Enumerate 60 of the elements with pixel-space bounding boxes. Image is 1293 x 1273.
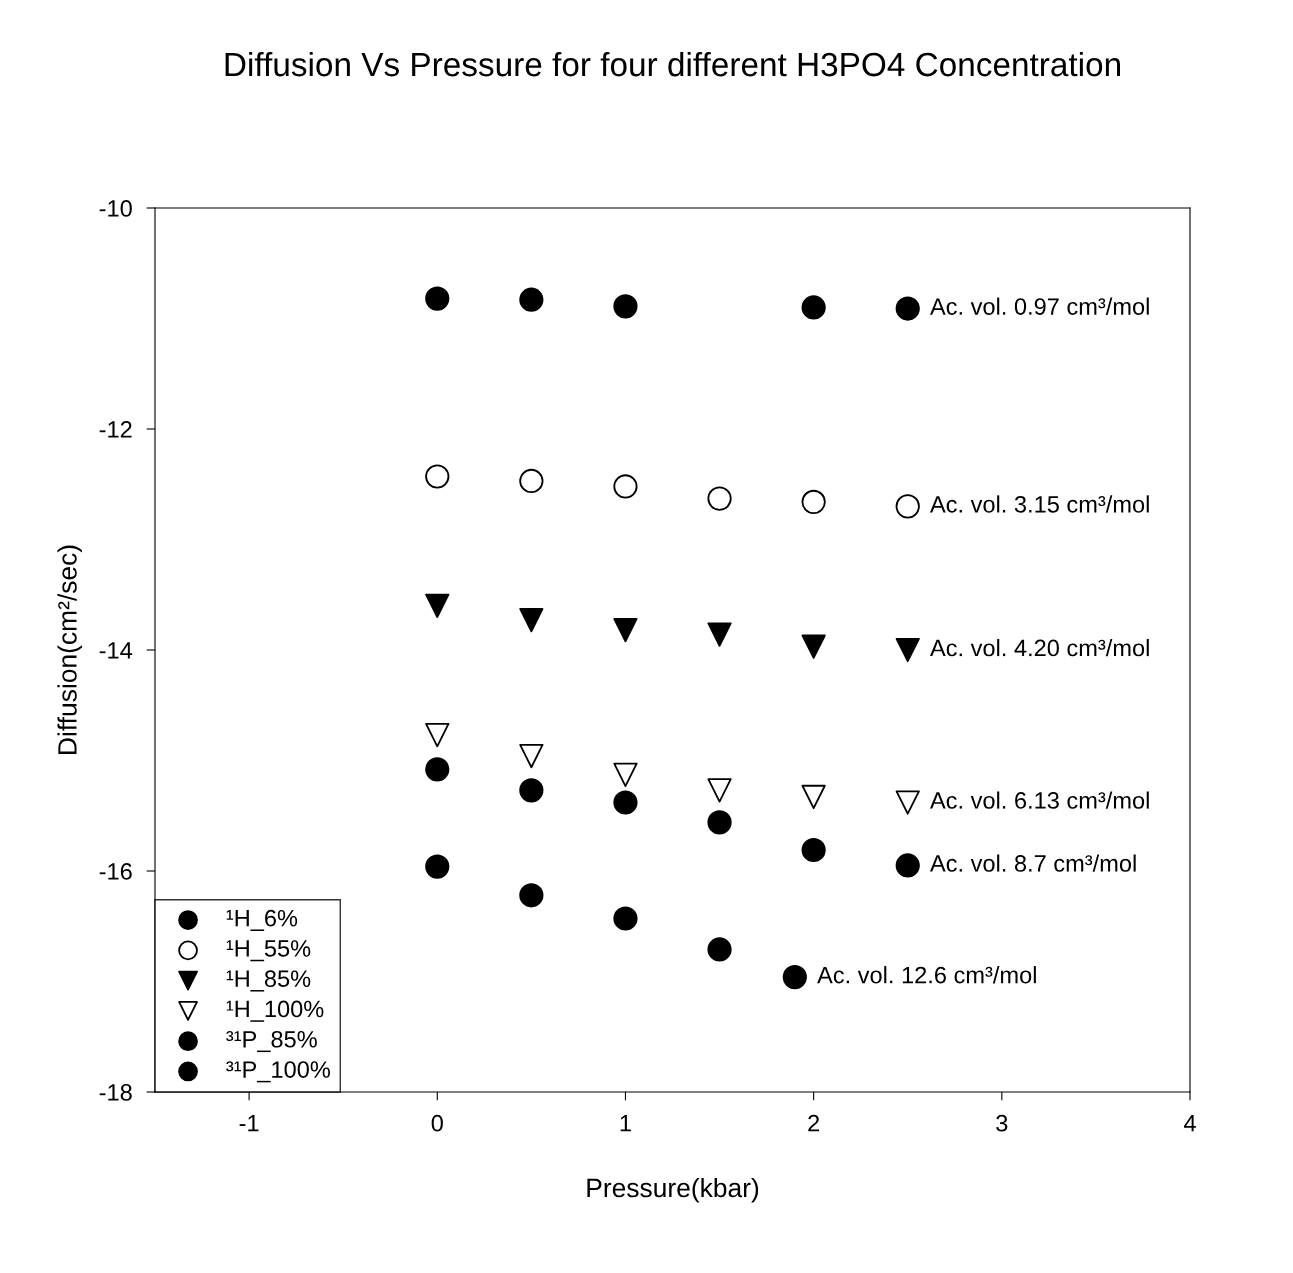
point — [613, 294, 638, 319]
annotation: Ac. vol. 4.20 cm³/mol — [930, 638, 1149, 657]
point — [707, 778, 732, 803]
point — [707, 937, 732, 962]
chart-title: Diffusion Vs Pressure for four different H3PO4 Concentration — [225, 51, 1120, 77]
annotation: Ac. vol. 6.13 cm³/mol — [930, 791, 1149, 809]
point — [895, 790, 920, 815]
point — [519, 778, 544, 803]
point — [782, 964, 807, 990]
point — [801, 295, 826, 320]
point — [519, 608, 544, 633]
legend-label: ³¹P_85% — [226, 1030, 317, 1053]
annotation: Ac. vol. 12.6 cm³/mol — [817, 966, 1036, 984]
point — [519, 743, 544, 769]
legend-label: ¹H_85% — [226, 970, 311, 992]
point — [895, 494, 920, 519]
y-tick-label: -10 — [99, 200, 132, 217]
legend-label: ¹H_6% — [226, 909, 298, 931]
point — [425, 286, 450, 311]
y-tick-label: -12 — [99, 421, 132, 438]
x-tick-label: 2 — [808, 1114, 820, 1132]
point — [519, 468, 544, 494]
point — [895, 296, 920, 321]
point — [613, 474, 638, 499]
point — [895, 637, 920, 663]
legend-label: ¹H_55% — [226, 940, 311, 962]
y-axis-title: Diffusion(cm²/sec) — [57, 545, 82, 754]
point — [613, 618, 638, 643]
point — [801, 489, 826, 515]
y-tick-label: -14 — [99, 642, 133, 659]
point — [425, 757, 450, 782]
x-tick-label: 1 — [620, 1115, 631, 1132]
y-tick-label: -16 — [99, 863, 132, 880]
point — [707, 486, 732, 511]
x-tick-label: 3 — [996, 1114, 1008, 1132]
point — [519, 883, 544, 908]
point — [519, 287, 544, 312]
point — [801, 784, 826, 810]
point — [801, 634, 826, 659]
point — [707, 622, 732, 647]
annotation: Ac. vol. 8.7 cm³/mol — [930, 854, 1136, 872]
legend-label: ³¹P_100% — [226, 1061, 330, 1083]
point — [425, 854, 450, 879]
point — [425, 722, 450, 748]
point — [801, 837, 826, 863]
point — [613, 906, 638, 931]
x-tick-label: 0 — [431, 1114, 443, 1132]
point — [425, 464, 450, 489]
x-tick-label: -1 — [239, 1115, 259, 1132]
x-axis-title: Pressure(kbar) — [587, 1177, 759, 1203]
annotation: Ac. vol. 0.97 cm³/mol — [930, 297, 1149, 315]
y-tick-label: -18 — [99, 1084, 132, 1101]
legend-label: ¹H_100% — [226, 1000, 324, 1022]
x-tick-label: 4 — [1183, 1115, 1196, 1132]
point — [707, 810, 732, 835]
annotation: Ac. vol. 3.15 cm³/mol — [930, 495, 1149, 513]
point — [613, 762, 638, 787]
point — [895, 853, 920, 878]
point — [425, 593, 450, 618]
point — [613, 790, 638, 815]
